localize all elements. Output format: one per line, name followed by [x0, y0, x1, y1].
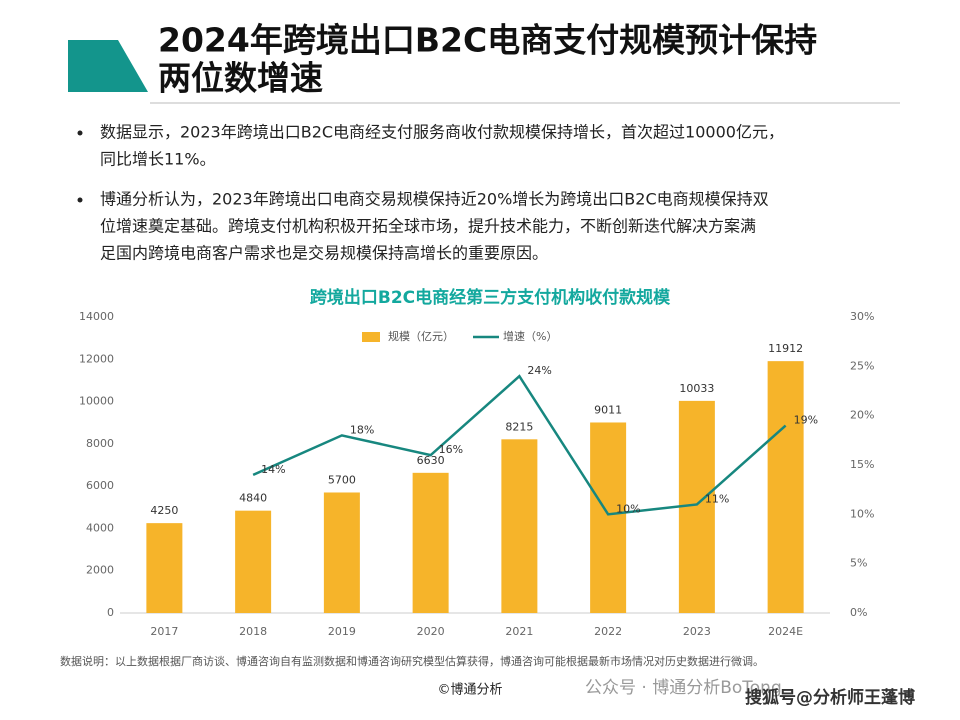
y2-tick-label: 15%: [850, 458, 874, 471]
y2-tick-label: 20%: [850, 409, 874, 422]
x-tick-label: 2018: [239, 625, 267, 638]
bar: [235, 510, 272, 613]
y-tick-label: 6000: [86, 479, 114, 492]
y-tick-label: 8000: [86, 437, 114, 450]
bar-label: 10033: [679, 382, 714, 395]
x-tick-label: 2022: [594, 625, 622, 638]
x-tick-label: 2021: [505, 625, 533, 638]
line-label: 24%: [527, 364, 551, 377]
x-tick-label: 2024E: [768, 625, 803, 638]
bar: [146, 523, 183, 613]
slide-title: 两位数增速: [158, 59, 323, 98]
bar-label: 4840: [239, 492, 267, 505]
y-tick-label: 10000: [79, 395, 114, 408]
x-tick-label: 2023: [683, 625, 711, 638]
bar-label: 8215: [505, 420, 533, 433]
line-label: 18%: [350, 423, 374, 436]
title-mark: [68, 40, 148, 92]
bar: [590, 422, 627, 613]
bullet-line: 同比增长11%。: [100, 150, 216, 169]
y-tick-label: 12000: [79, 352, 114, 365]
legend-swatch: [362, 332, 380, 342]
bullet-dot: [77, 130, 83, 136]
bullets: 数据显示，2023年跨境出口B2C电商经支付服务商收付款规模保持增长，首次超过1…: [77, 123, 784, 263]
bar-label: 9011: [594, 403, 622, 416]
copyright: ©博通分析: [437, 683, 502, 698]
bar-label: 6630: [417, 454, 445, 467]
bullet-line: 博通分析认为，2023年跨境出口电商交易规模保持近20%增长为跨境出口B2C电商…: [100, 190, 769, 209]
y2-tick-label: 30%: [850, 310, 874, 323]
y2-tick-label: 10%: [850, 507, 874, 520]
footnote: 数据说明：以上数据根据厂商访谈、博通咨询自有监测数据和博通咨询研究模型估算获得，…: [60, 654, 764, 668]
line-label: 16%: [439, 443, 463, 456]
slide-title: 2024年跨境出口B2C电商支付规模预计保持: [158, 21, 817, 60]
legend-label: 增速（%）: [503, 329, 557, 343]
y-tick-label: 14000: [79, 310, 114, 323]
x-tick-label: 2020: [417, 625, 445, 638]
bar-label: 4250: [150, 504, 178, 517]
bar: [767, 361, 804, 613]
bullet-line: 数据显示，2023年跨境出口B2C电商经支付服务商收付款规模保持增长，首次超过1…: [100, 123, 784, 142]
bar: [412, 472, 449, 613]
y-tick-label: 4000: [86, 521, 114, 534]
bar: [501, 439, 538, 613]
watermark: 搜狐号@分析师王蓬博: [745, 687, 915, 708]
line-label: 11%: [705, 492, 729, 505]
y2-tick-label: 0%: [850, 606, 867, 619]
chart-title: 跨境出口B2C电商经第三方支付机构收付款规模: [310, 287, 671, 308]
line: [252, 374, 787, 516]
x-tick-label: 2017: [150, 625, 178, 638]
bullet-line: 足国内跨境电商客户需求也是交易规模保持高增长的重要原因。: [100, 244, 548, 263]
line-label: 19%: [794, 414, 818, 427]
line-label: 10%: [616, 502, 640, 515]
bar: [323, 492, 360, 613]
bar-label: 5700: [328, 473, 356, 486]
line-label: 14%: [261, 463, 285, 476]
bullet-dot: [77, 197, 83, 203]
y2-tick-label: 5%: [850, 557, 867, 570]
x-tick-label: 2019: [328, 625, 356, 638]
bar-label: 11912: [768, 342, 803, 355]
watermark: 公众号 · 博通分析BoTong: [585, 678, 782, 698]
y-tick-label: 2000: [86, 564, 114, 577]
bullet-line: 位增速奠定基础。跨境支付机构积极开拓全球市场，提升技术能力，不断创新迭代解决方案…: [100, 217, 756, 236]
y-tick-label: 0: [107, 606, 114, 619]
legend-label: 规模（亿元）: [388, 329, 454, 343]
y2-tick-label: 25%: [850, 359, 874, 372]
